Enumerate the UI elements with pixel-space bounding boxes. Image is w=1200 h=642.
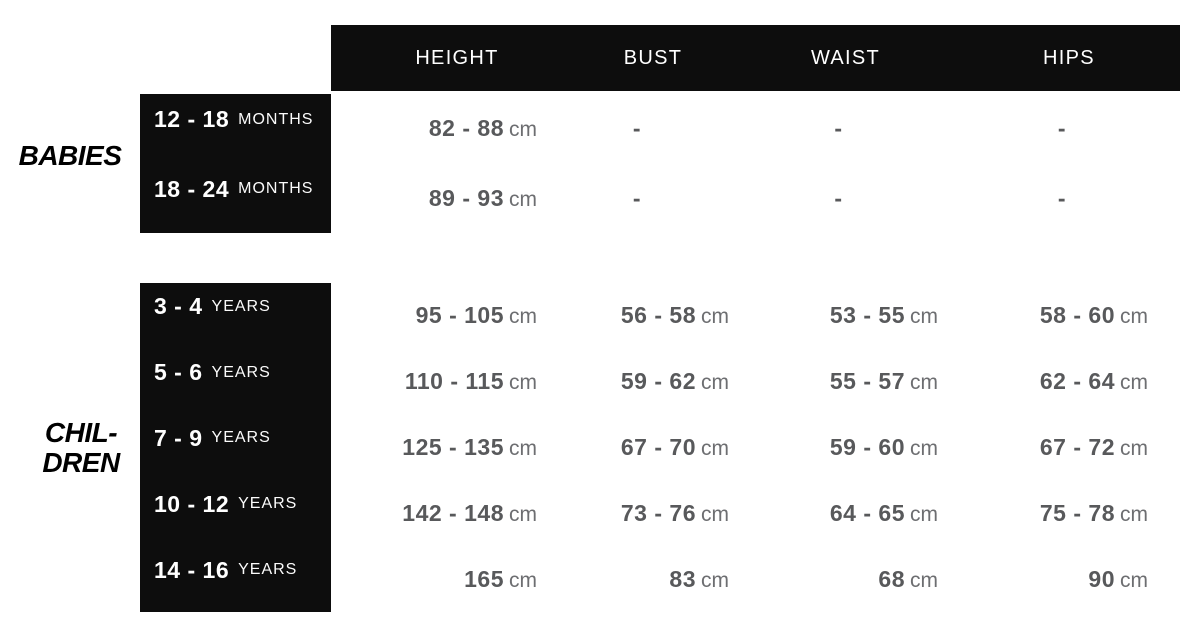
hips-value: 90 cm: [1088, 565, 1148, 592]
hips-value: 62 - 64 cm: [1039, 368, 1148, 395]
table-header: HEIGHT BUST WAIST HIPS: [331, 25, 1180, 91]
hips-value: -: [1057, 115, 1067, 142]
size-range-unit: MONTHS: [238, 110, 314, 128]
hips-value: -: [1057, 184, 1067, 211]
children-rows: 3 - 4 YEARS 95 - 105 cm 56 - 58 cm 53 - 55…: [140, 283, 1180, 612]
table-row: 18 - 24 MONTHS 89 - 93 cm - - -: [140, 163, 1180, 233]
waist-value: 68 cm: [878, 565, 938, 592]
hips-value: 58 - 60 cm: [1039, 302, 1148, 329]
size-range-unit: YEARS: [211, 363, 271, 381]
bust-value: -: [632, 184, 642, 211]
table-row: 10 - 12 YEARS 142 - 148 cm 73 - 76 cm 64 -…: [140, 480, 1180, 547]
size-range-cell: 10 - 12 YEARS: [140, 480, 331, 547]
group-babies: BABIES 12 - 18 MONTHS 82 - 88 cm - - - 18…: [0, 94, 1180, 233]
size-range-unit: YEARS: [238, 495, 298, 513]
height-value: 142 - 148 cm: [402, 499, 537, 526]
bust-value: 73 - 76 cm: [620, 499, 729, 526]
column-header-waist: WAIST: [810, 46, 881, 69]
babies-rows: 12 - 18 MONTHS 82 - 88 cm - - - 18 - 24 M…: [140, 94, 1180, 233]
column-header-bust: BUST: [623, 46, 683, 69]
size-range: 3 - 4: [154, 293, 203, 320]
table-row: 14 - 16 YEARS 165 cm 83 cm 68 cm 90 cm: [140, 546, 1180, 612]
bust-value: 56 - 58 cm: [620, 302, 729, 329]
group-children: CHIL- DREN 3 - 4 YEARS 95 - 105 cm 56 - 5…: [0, 283, 1180, 612]
height-value: 95 - 105 cm: [415, 302, 537, 329]
size-range-cell: 12 - 18 MONTHS: [140, 94, 331, 164]
height-value: 82 - 88 cm: [428, 115, 537, 142]
table-row: 5 - 6 YEARS 110 - 115 cm 59 - 62 cm 55 - 5…: [140, 348, 1180, 415]
size-range-unit: YEARS: [211, 297, 271, 315]
group-label-children: CHIL- DREN: [42, 416, 120, 478]
size-range-unit: YEARS: [238, 561, 298, 579]
size-range-cell: 14 - 16 YEARS: [140, 546, 331, 612]
size-range: 7 - 9: [154, 424, 203, 451]
size-range: 10 - 12: [154, 490, 230, 517]
bust-value: -: [632, 115, 642, 142]
hips-value: 75 - 78 cm: [1039, 499, 1148, 526]
group-label-babies: BABIES: [18, 139, 122, 171]
waist-value: 64 - 65 cm: [829, 499, 938, 526]
size-range-unit: YEARS: [211, 429, 271, 447]
height-value: 165 cm: [464, 565, 537, 592]
bust-value: 59 - 62 cm: [620, 368, 729, 395]
column-header-hips: HIPS: [1043, 46, 1095, 69]
bust-value: 67 - 70 cm: [620, 433, 729, 460]
table-row: 12 - 18 MONTHS 82 - 88 cm - - -: [140, 94, 1180, 164]
hips-value: 67 - 72 cm: [1039, 433, 1148, 460]
column-header-height: HEIGHT: [415, 46, 499, 69]
size-range: 14 - 16: [154, 556, 230, 583]
waist-value: -: [834, 184, 843, 211]
size-range-cell: 18 - 24 MONTHS: [140, 163, 331, 233]
table-row: 3 - 4 YEARS 95 - 105 cm 56 - 58 cm 53 - 55…: [140, 283, 1180, 349]
bust-value: 83 cm: [669, 565, 729, 592]
waist-value: 55 - 57 cm: [829, 368, 938, 395]
waist-value: 59 - 60 cm: [829, 433, 938, 460]
size-range-cell: 7 - 9 YEARS: [140, 414, 331, 481]
size-range-unit: MONTHS: [238, 180, 314, 198]
size-range: 5 - 6: [154, 359, 203, 386]
size-range: 12 - 18: [154, 106, 230, 133]
waist-value: -: [834, 115, 843, 142]
height-value: 89 - 93 cm: [428, 184, 537, 211]
waist-value: 53 - 55 cm: [829, 302, 938, 329]
size-range-cell: 3 - 4 YEARS: [140, 283, 331, 349]
height-value: 110 - 115 cm: [404, 368, 537, 395]
height-value: 125 - 135 cm: [402, 433, 537, 460]
table-row: 7 - 9 YEARS 125 - 135 cm 67 - 70 cm 59 - 6…: [140, 414, 1180, 481]
size-range: 18 - 24: [154, 175, 230, 202]
size-range-cell: 5 - 6 YEARS: [140, 348, 331, 415]
